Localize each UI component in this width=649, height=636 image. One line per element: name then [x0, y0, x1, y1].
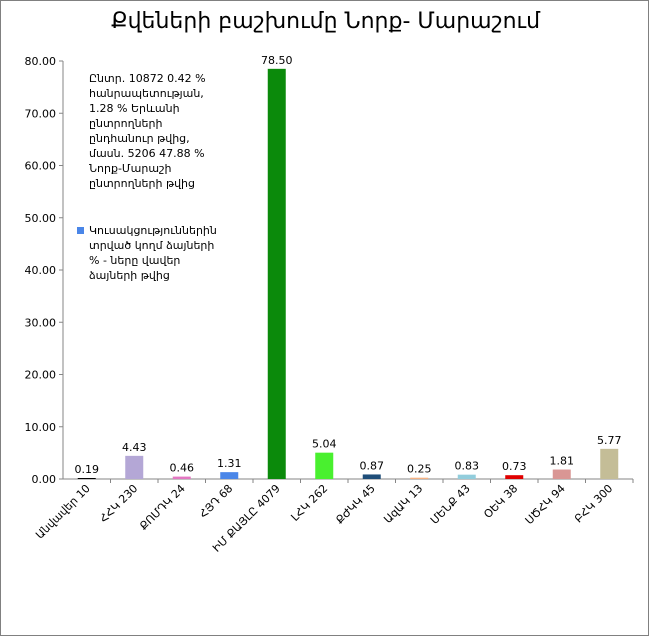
category-label: ՀՀԿ 230: [97, 482, 140, 525]
legend-series-label-line: Կուսակցություններին: [89, 224, 217, 237]
data-label: 0.83: [455, 460, 480, 473]
bar: [172, 476, 191, 479]
category-label: ՍԾՀԿ 94: [523, 482, 568, 527]
y-tick-label: 20.00: [25, 369, 57, 382]
y-tick-label: 40.00: [25, 264, 57, 277]
bar: [315, 452, 334, 479]
category-label: ՀՅԴ 68: [197, 482, 236, 521]
bar: [267, 68, 286, 480]
category-label: ՄԵՆՔ 43: [428, 482, 473, 527]
data-label: 0.25: [407, 463, 432, 476]
y-tick-label: 0.00: [32, 473, 57, 486]
bar: [552, 469, 571, 479]
bar: [220, 472, 239, 479]
category-label: ՕԵԿ 38: [481, 482, 520, 521]
data-label: 1.31: [217, 457, 242, 470]
category-label: ՔԺԿԿ 45: [333, 482, 378, 527]
data-label: 5.04: [312, 438, 337, 451]
category-label: ԼՀԿ 262: [288, 482, 330, 524]
y-tick-label: 60.00: [25, 160, 57, 173]
chart-title: Քվեների բաշխումը Նորք- Մարաշում: [110, 9, 541, 34]
y-tick-label: 70.00: [25, 107, 57, 120]
category-label: ԱզԱԿ 13: [381, 482, 425, 526]
legend-note-line: հանրապետության,: [89, 87, 204, 100]
legend-series-label-line: ձայների թվից: [89, 269, 170, 282]
bar: [77, 478, 96, 479]
y-tick-label: 10.00: [25, 421, 57, 434]
legend-swatch: [77, 227, 84, 234]
bar: [457, 474, 476, 479]
data-label: 0.87: [360, 459, 385, 472]
legend-series-label: Կուսակցություններին տրված կողմ ձայների %…: [77, 223, 257, 283]
bar: [125, 455, 144, 479]
legend-series-label-line: % - ները վավեր: [89, 254, 181, 267]
legend: Կուսակցություններին տրված կողմ ձայների %…: [77, 223, 257, 283]
legend-note-line: ընտրողների թվից: [89, 177, 195, 190]
category-label: ԲՀԿ 300: [572, 482, 615, 525]
legend-note-line: ընդհանուր թվից,: [89, 132, 190, 145]
data-label: 5.77: [597, 434, 622, 447]
bar: [505, 475, 524, 479]
y-tick-label: 50.00: [25, 212, 57, 225]
data-label: 0.46: [170, 462, 195, 475]
data-label: 0.73: [502, 460, 527, 473]
legend-note-line: մասն. 5206 47.88 %: [89, 147, 205, 160]
y-tick-label: 80.00: [25, 55, 57, 68]
data-label: 1.81: [550, 455, 575, 468]
data-label: 4.43: [122, 441, 147, 454]
bar: [600, 448, 619, 479]
data-label: 78.50: [261, 54, 293, 67]
legend-note-line: ընտրողների: [89, 117, 163, 130]
category-label: ՔՈՄԴԿ 24: [137, 482, 188, 533]
category-label: Անվավեր 10: [33, 482, 93, 542]
data-label: 0.19: [75, 463, 100, 476]
legend-note-line: Նորք-Մարաշի: [89, 162, 172, 175]
legend-series-label-line: տրված կողմ ձայների: [89, 239, 215, 252]
legend-note: Ընտր. 10872 0.42 % հանրապետության, 1.28 …: [89, 71, 259, 191]
legend-note-line: 1.28 % Երևանի: [89, 102, 180, 115]
legend-note-line: Ընտր. 10872 0.42 %: [89, 72, 206, 85]
bar: [410, 477, 429, 479]
y-tick-label: 30.00: [25, 316, 57, 329]
bar: [362, 474, 381, 479]
